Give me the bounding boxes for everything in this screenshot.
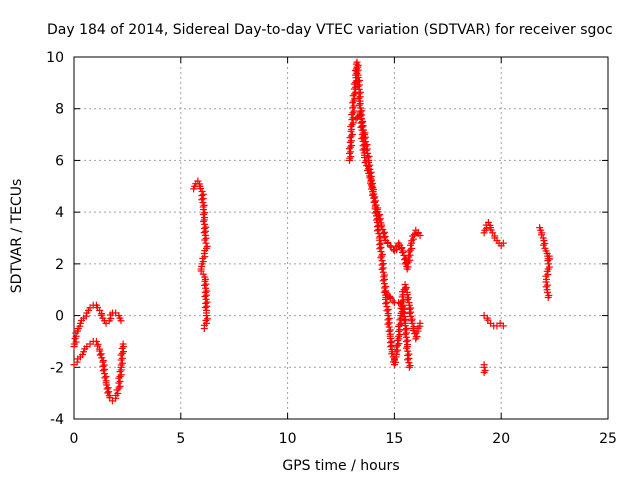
data-point: [416, 231, 424, 239]
axis-ticks: 0 5 10 15 20 25 -4 -2 0 2 4 6 8 10: [46, 50, 617, 447]
x-tick-label: 15: [385, 431, 403, 447]
data-point: [413, 333, 421, 341]
data-point: [360, 135, 368, 143]
y-tick-label: 0: [55, 309, 64, 325]
data-point: [402, 285, 410, 293]
data-point: [408, 237, 416, 245]
data-point: [371, 197, 379, 205]
data-point: [410, 231, 418, 239]
data-point: [499, 239, 507, 247]
data-point: [355, 94, 363, 102]
data-point: [416, 319, 424, 327]
data-point: [403, 295, 411, 303]
grid: [74, 57, 608, 419]
data-point: [394, 336, 402, 344]
data-points: [70, 58, 554, 405]
data-point: [117, 317, 125, 325]
data-point: [200, 201, 208, 209]
data-point: [381, 232, 389, 240]
data-point: [203, 315, 211, 323]
data-point: [353, 68, 361, 76]
data-point: [405, 363, 413, 371]
y-tick-label: 8: [55, 102, 64, 118]
data-point: [389, 297, 397, 305]
data-point: [382, 288, 390, 296]
data-point: [546, 255, 554, 263]
data-point: [376, 215, 384, 223]
data-point: [480, 368, 488, 376]
data-point: [378, 250, 386, 258]
x-tick-label: 25: [599, 431, 617, 447]
y-tick-label: 10: [46, 50, 64, 66]
data-point: [201, 236, 209, 244]
y-tick-label: 4: [55, 205, 64, 221]
y-tick-label: -2: [50, 360, 64, 376]
data-point: [409, 232, 417, 240]
data-point: [354, 82, 362, 90]
x-tick-label: 10: [279, 431, 297, 447]
data-point: [544, 257, 552, 265]
data-point: [73, 358, 81, 366]
data-point: [402, 283, 410, 291]
data-point: [544, 293, 552, 301]
data-point: [362, 146, 370, 154]
data-point: [348, 130, 356, 138]
data-point: [540, 241, 548, 249]
y-tick-label: -4: [50, 412, 64, 428]
data-point: [116, 368, 124, 376]
data-point: [119, 340, 127, 348]
x-tick-label: 5: [176, 431, 185, 447]
data-point: [114, 389, 122, 397]
x-tick-label: 20: [492, 431, 510, 447]
data-point: [82, 312, 90, 320]
data-point: [409, 235, 417, 243]
y-tick-label: 2: [55, 257, 64, 273]
x-tick-label: 0: [70, 431, 79, 447]
data-point: [118, 344, 126, 352]
plot-frame: [73, 56, 609, 420]
y-tick-label: 6: [55, 153, 64, 169]
data-point: [200, 325, 208, 332]
data-point: [386, 242, 394, 250]
data-point: [408, 319, 416, 327]
chart-title: Day 184 of 2014, Sidereal Day-to-day VTE…: [47, 22, 613, 38]
data-point: [395, 299, 403, 307]
y-axis-label: SDTVAR / TECUs: [9, 179, 25, 294]
x-axis-label: GPS time / hours: [282, 458, 399, 474]
data-point: [499, 322, 507, 330]
data-point: [406, 362, 414, 370]
data-point: [543, 288, 551, 296]
data-point: [537, 231, 545, 239]
data-point: [199, 210, 207, 218]
